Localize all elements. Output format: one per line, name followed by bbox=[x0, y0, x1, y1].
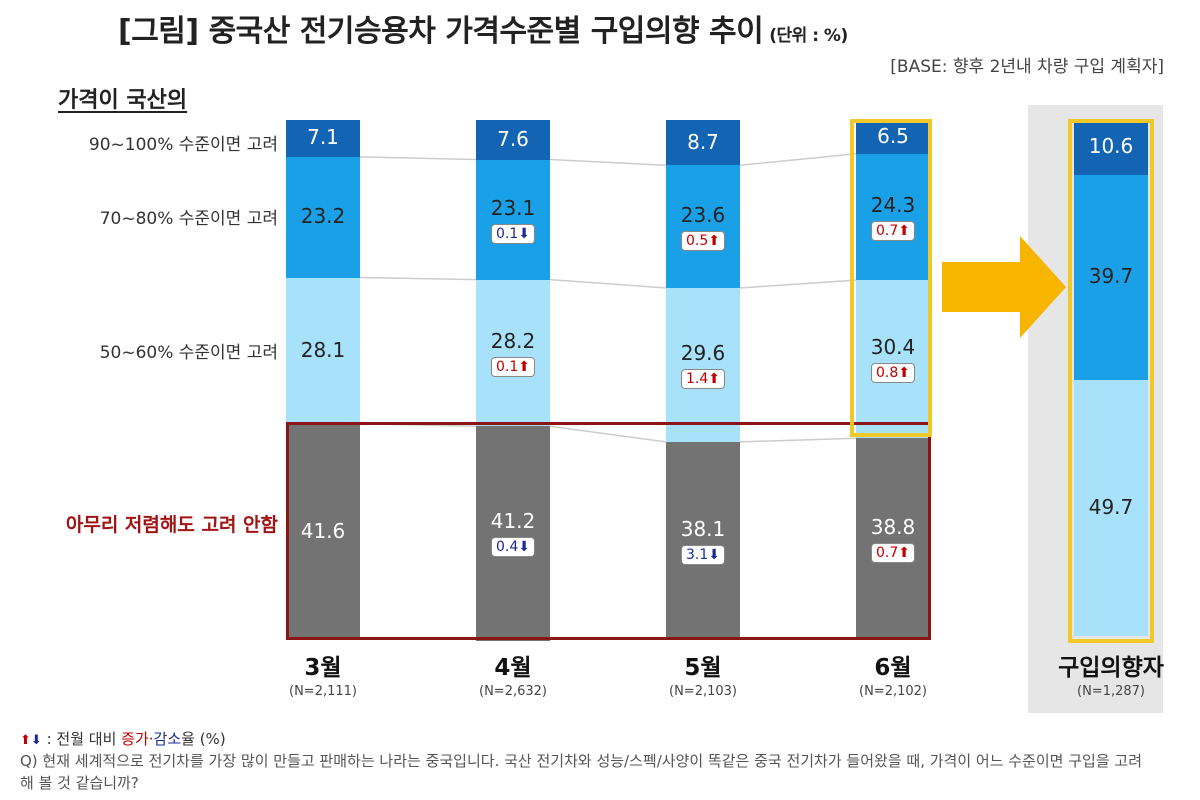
month-4-bar-70-80: 0.1⬇ 23.1 bbox=[476, 159, 550, 280]
month-6-change-badge-70-80: 0.7⬆ bbox=[871, 220, 915, 241]
connector-line bbox=[359, 156, 477, 161]
month-3-bar-70-80: 23.2 bbox=[286, 156, 360, 278]
month-5-value-label-70-80: 23.6 bbox=[680, 202, 726, 227]
sample-size-month-5: (N=2,103) bbox=[669, 684, 737, 699]
price-label: 가격이 국산의 bbox=[58, 88, 188, 113]
month-3-value-label-50-60: 28.1 bbox=[300, 337, 346, 362]
month-6-value-label-no-consider: 38.8 bbox=[870, 515, 916, 540]
month-4-value-label-50-60: 28.2 bbox=[490, 328, 536, 353]
row-label-50-60: 50~60% 수준이면 고려 bbox=[99, 343, 278, 363]
month-4-change-badge-70-80: 0.1⬇ bbox=[491, 223, 535, 244]
sample-size-buyer: (N=1,287) bbox=[1077, 684, 1145, 699]
month-4-change-badge-no-consider: 0.4⬇ bbox=[491, 537, 535, 558]
connector-line bbox=[359, 276, 477, 281]
month-5-change-badge-50-60: 1.4⬆ bbox=[681, 368, 725, 389]
row-label-no-consider: 아무리 저렴해도 고려 안함 bbox=[65, 514, 278, 536]
month-3-bar-50-60: 28.1 bbox=[286, 277, 360, 424]
x-axis-label-month-5: 5월 bbox=[684, 655, 722, 681]
connector-line bbox=[549, 278, 667, 289]
month-6-bar-70-80: 0.7⬆ 24.3 bbox=[856, 153, 930, 281]
month-4-change-badge-50-60: 0.1⬆ bbox=[491, 356, 535, 377]
sample-size-month-6: (N=2,102) bbox=[859, 684, 927, 699]
month-4-bar-90-100: 7.6 bbox=[476, 120, 550, 160]
unit-label: (단위 : %) bbox=[769, 26, 848, 46]
sample-size-month-3: (N=2,111) bbox=[289, 684, 357, 699]
month-3-value-label-no-consider: 41.6 bbox=[300, 518, 346, 543]
month-5-bar-no-consider: 3.1⬇ 38.1 bbox=[666, 441, 740, 640]
sample-size-month-4: (N=2,632) bbox=[479, 684, 547, 699]
base-note: [BASE: 향후 2년내 차량 구입 계획자] bbox=[890, 57, 1164, 77]
month-6-value-label-70-80: 24.3 bbox=[870, 192, 916, 217]
x-axis-label-month-6: 6월 bbox=[874, 655, 912, 681]
month-5-value-label-50-60: 29.6 bbox=[680, 340, 726, 365]
month-6-value-label-50-60: 30.4 bbox=[870, 335, 916, 360]
change-arrows-icon: ⬆⬇ bbox=[20, 733, 42, 748]
month-3-value-label-70-80: 23.2 bbox=[300, 204, 346, 229]
buyer-value-label-50-60: 49.7 bbox=[1088, 494, 1134, 519]
legend-separator: · bbox=[148, 730, 154, 748]
month-5-value-label-no-consider: 38.1 bbox=[680, 516, 726, 541]
june-highlight-box bbox=[850, 119, 932, 437]
month-5-change-badge-70-80: 0.5⬆ bbox=[681, 230, 725, 251]
x-axis-label-month-3: 3월 bbox=[304, 655, 342, 681]
month-4-bar-50-60: 0.1⬆ 28.2 bbox=[476, 279, 550, 427]
buyer-bar-70-80: 39.7 bbox=[1074, 174, 1148, 380]
legend-increase: 증가 bbox=[121, 730, 149, 748]
row-label-70-80: 70~80% 수준이면 고려 bbox=[99, 209, 278, 229]
connector-line bbox=[549, 158, 667, 166]
buyer-bar-50-60: 49.7 bbox=[1074, 379, 1148, 636]
month-4-value-label-90-100: 7.6 bbox=[497, 126, 529, 151]
buyer-value-label-90-100: 10.6 bbox=[1088, 134, 1134, 159]
month-5-bar-70-80: 0.5⬆ 23.6 bbox=[666, 165, 740, 288]
month-6-change-badge-no-consider: 0.7⬆ bbox=[871, 543, 915, 564]
legend-decrease: 감소 bbox=[153, 730, 182, 748]
month-3-bar-90-100: 7.1 bbox=[286, 120, 360, 157]
legend: ⬆⬇ : 전월 대비 증가·감소율 (%) bbox=[20, 728, 226, 749]
month-6-value-label-90-100: 6.5 bbox=[877, 123, 909, 148]
buyer-highlight-box bbox=[1068, 119, 1154, 643]
month-6-bar-90-100: 6.5 bbox=[856, 120, 930, 154]
x-axis-label-month-4: 4월 bbox=[494, 655, 532, 681]
no-consider-box bbox=[286, 422, 931, 640]
x-axis-label-buyer: 구입의향자 bbox=[1058, 655, 1164, 681]
month-4-value-label-70-80: 23.1 bbox=[490, 195, 536, 220]
month-6-bar-50-60: 0.8⬆ 30.4 bbox=[856, 280, 930, 439]
month-5-change-badge-no-consider: 3.1⬇ bbox=[681, 544, 725, 565]
month-5-value-label-90-100: 8.7 bbox=[687, 129, 719, 154]
row-label-90-100: 90~100% 수준이면 고려 bbox=[88, 135, 278, 155]
survey-question: Q) 현재 세계적으로 전기차를 가장 많이 만들고 판매하는 나라는 중국입니… bbox=[20, 752, 1143, 792]
month-3-bar-no-consider: 41.6 bbox=[286, 423, 360, 640]
connector-line bbox=[739, 279, 857, 289]
connector-line bbox=[739, 153, 857, 166]
buyer-bar-90-100: 10.6 bbox=[1074, 120, 1148, 175]
chart-title: [그림] 중국산 전기승용차 가격수준별 구입의향 추이 (단위 : %) bbox=[118, 14, 848, 49]
month-4-value-label-no-consider: 41.2 bbox=[490, 509, 536, 534]
month-4-bar-no-consider: 0.4⬇ 41.2 bbox=[476, 426, 550, 641]
month-6-change-badge-50-60: 0.8⬆ bbox=[871, 363, 915, 384]
legend-text: : 전월 대비 bbox=[41, 730, 122, 748]
month-5-bar-90-100: 8.7 bbox=[666, 120, 740, 166]
buyer-value-label-70-80: 39.7 bbox=[1088, 264, 1134, 289]
month-6-bar-no-consider: 0.7⬆ 38.8 bbox=[856, 438, 930, 640]
month-3-value-label-90-100: 7.1 bbox=[307, 125, 339, 150]
month-5-bar-50-60: 1.4⬆ 29.6 bbox=[666, 287, 740, 442]
legend-text-end: 율 (%) bbox=[181, 730, 226, 748]
